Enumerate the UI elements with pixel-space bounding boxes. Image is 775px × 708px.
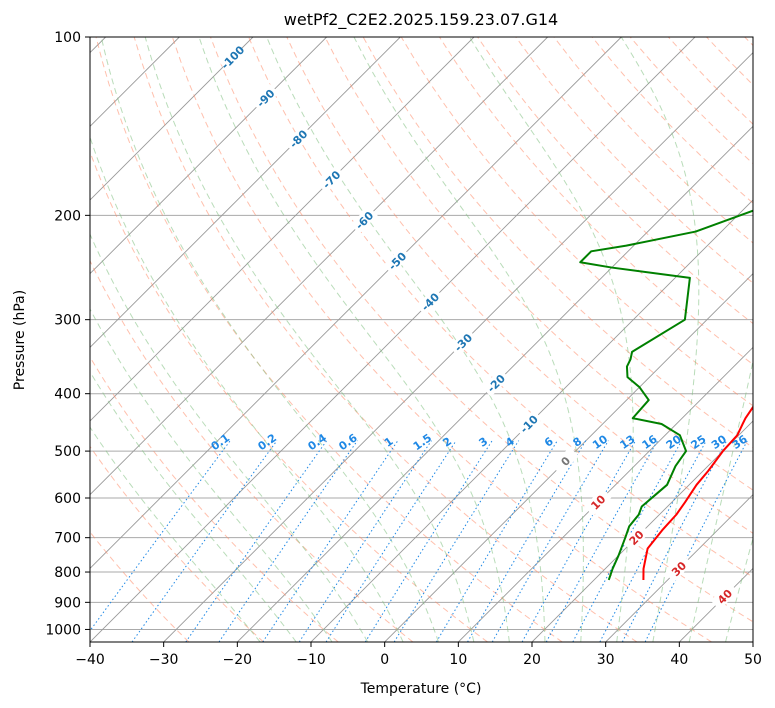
y-tick-label: 100 <box>54 30 81 46</box>
isotherm-line <box>90 37 254 201</box>
moist-adiabat-line <box>100 37 439 642</box>
dry-adiabat-line <box>248 37 753 578</box>
isotherm-label-bg <box>514 409 543 438</box>
moist-adiabat-line <box>90 308 333 642</box>
isotherm-label-bg <box>481 369 510 397</box>
mixing-ratio-line <box>393 440 520 642</box>
moist-adiabat-line <box>144 37 475 642</box>
mixing-ratio-line <box>325 440 457 642</box>
x-tick-label: −10 <box>296 652 326 668</box>
mixing-ratio-line <box>218 440 358 642</box>
moist-adiabat-line <box>620 37 700 642</box>
dry-adiabat-line <box>90 356 339 642</box>
mixing-ratio-line <box>467 440 587 642</box>
y-tick-label: 800 <box>54 565 81 581</box>
plot-area: 0.1 0.2 0.4 0.6 1 1.5 2 3 4 6 8 10 13 16 20 25 30 36-100-… <box>90 37 753 642</box>
mixing-ratio-line <box>131 440 278 642</box>
mixing-ratio-line <box>435 440 558 642</box>
moist-adiabat-line <box>90 233 369 642</box>
isotherm-line <box>90 37 696 642</box>
moist-adiabat-line <box>353 37 584 642</box>
mixing-ratio-line <box>521 440 637 642</box>
isotherm-line <box>90 37 548 496</box>
moist-adiabat-line <box>90 426 261 642</box>
x-tick-label: −30 <box>149 652 179 668</box>
mixing-ratio-line <box>298 440 432 642</box>
isotherm-line <box>458 346 753 642</box>
isotherm-line <box>237 125 753 642</box>
x-tick-label: 30 <box>597 652 615 668</box>
y-tick-label: 900 <box>54 595 81 611</box>
moist-adiabat-line <box>725 536 753 642</box>
x-tick-label: 50 <box>744 652 762 668</box>
axis-ticks: −40 −30 −20 −10 0 10 20 30 40 50 1000 900 800 700 600 5… <box>45 30 762 668</box>
x-tick-label: 20 <box>523 652 541 668</box>
isotherm-label-bg <box>218 43 247 71</box>
moist-adiabat-line <box>198 37 510 642</box>
moist-adiabat-line <box>688 358 753 642</box>
isotherm-label-bg <box>551 447 579 475</box>
mixing-ratio-line <box>364 440 493 642</box>
y-tick-label: 200 <box>54 208 81 224</box>
y-tick-label: 300 <box>54 313 81 329</box>
mixing-ratio-line <box>262 440 399 642</box>
isotherm-label-bg <box>251 83 279 112</box>
dry-adiabat-line <box>171 37 712 642</box>
isotherm-label-bg <box>449 328 477 356</box>
isotherm-label-bg <box>583 488 612 516</box>
mixing-ratio-line <box>90 440 231 632</box>
mixing-ratio-line <box>545 440 659 642</box>
dry-adiabat-line <box>90 445 264 642</box>
isotherm-label-bg <box>383 246 411 275</box>
isotherm-line <box>605 494 753 642</box>
chart-title: wetPf2_C2E2.2025.159.23.07.G14 <box>284 10 558 30</box>
y-tick-label: 1000 <box>45 622 81 638</box>
temperature-profile-line <box>642 405 753 580</box>
y-tick-label: 500 <box>54 444 81 460</box>
isotherm-label-bg <box>416 287 444 316</box>
isotherm-line <box>90 37 327 275</box>
dry-adiabat-line <box>90 259 414 642</box>
x-tick-label: 40 <box>670 652 688 668</box>
isotherm-line <box>90 37 622 569</box>
isotherm-line <box>90 37 475 422</box>
y-tick-label: 600 <box>54 491 81 507</box>
x-tick-label: −20 <box>223 652 253 668</box>
isotherm-label-bg <box>317 165 345 194</box>
moist-adiabat-line <box>266 37 546 642</box>
isotherm-label-bg <box>710 582 739 610</box>
dry-adiabat-line <box>286 37 753 534</box>
x-tick-label: 10 <box>449 652 467 668</box>
x-tick-label: 0 <box>380 652 389 668</box>
isotherm-line <box>384 273 753 642</box>
plot-frame <box>89 36 754 643</box>
isotherm-label-bg <box>664 554 693 583</box>
moist-adiabat-line <box>90 135 404 642</box>
x-axis-label: Temperature (°C) <box>360 681 482 697</box>
mixing-ratio-line <box>644 440 748 642</box>
isotherm-label-bg <box>350 206 378 234</box>
dry-adiabat-line <box>515 37 753 284</box>
isotherm-label-bg <box>622 523 650 552</box>
dry-adiabat-line <box>324 37 753 491</box>
dry-adiabat-line <box>133 37 638 642</box>
x-tick-label: −40 <box>75 652 105 668</box>
isotherm-label-bg <box>284 124 312 153</box>
y-axis-label: Pressure (hPa) <box>12 290 28 390</box>
y-tick-label: 700 <box>54 531 81 547</box>
y-tick-label: 400 <box>54 387 81 403</box>
dewpoint-profile-line <box>579 209 753 581</box>
mixing-ratio-line <box>185 440 328 642</box>
dry-adiabat-line <box>95 37 563 642</box>
moist-adiabat-line <box>90 370 297 642</box>
